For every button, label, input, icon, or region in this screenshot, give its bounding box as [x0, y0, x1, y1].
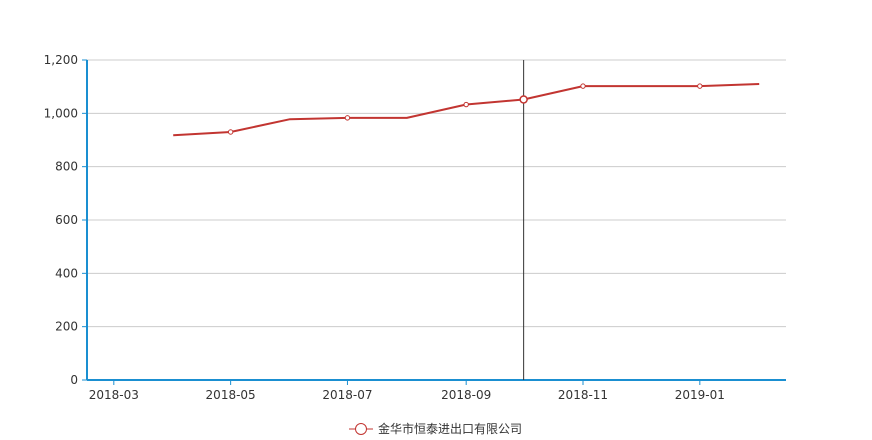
data-point[interactable]: [344, 115, 351, 121]
y-tick-label: 600: [55, 213, 78, 227]
data-point[interactable]: [580, 83, 586, 89]
x-tick-label: 2018-09: [441, 388, 491, 402]
x-tick-label: 2018-05: [206, 388, 256, 402]
legend[interactable]: 金华市恒泰进出口有限公司: [349, 421, 522, 436]
legend-circle-marker: [355, 423, 367, 435]
data-point[interactable]: [227, 129, 234, 135]
x-tick-label: 2018-07: [322, 388, 372, 402]
y-tick-label: 1,200: [44, 53, 78, 67]
series-line: [173, 83, 760, 137]
y-tick-label: 0: [70, 373, 78, 387]
y-axis-tick-labels: 0 200 400 600 800 1,000 1,200: [44, 53, 87, 387]
y-tick-label: 800: [55, 160, 78, 174]
x-tick-label: 2019-01: [675, 388, 725, 402]
data-point[interactable]: [463, 101, 469, 108]
y-tick-label: 200: [55, 320, 78, 334]
y-tick-label: 400: [55, 266, 78, 280]
highlighted-data-point[interactable]: [519, 95, 528, 104]
series: [173, 83, 760, 137]
x-tick-label: 2018-03: [89, 388, 139, 402]
x-tick-label: 2018-11: [558, 388, 608, 402]
y-tick-label: 1,000: [44, 106, 78, 120]
legend-label: 金华市恒泰进出口有限公司: [378, 421, 522, 436]
data-point[interactable]: [697, 83, 703, 89]
x-axis-tick-labels: 2018-03 2018-05 2018-07 2018-09 2018-11 2019-…: [89, 380, 725, 402]
grid-lines: [87, 59, 786, 328]
